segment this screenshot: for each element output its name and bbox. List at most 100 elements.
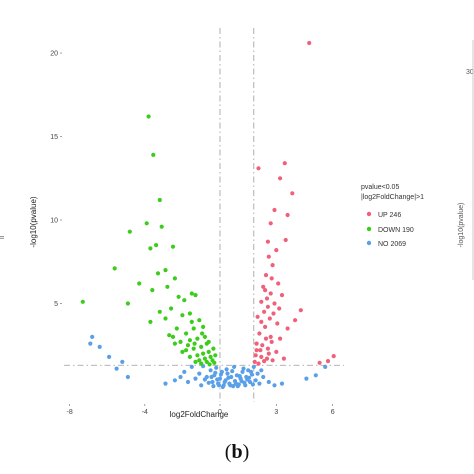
point-up: [290, 191, 295, 196]
point-no: [208, 368, 213, 373]
point-down: [187, 354, 192, 359]
point-down: [202, 334, 207, 339]
point-no: [272, 383, 277, 388]
point-no: [213, 370, 218, 375]
point-up: [262, 359, 267, 364]
x-tick-label: 0: [218, 409, 222, 416]
point-no: [215, 377, 220, 382]
point-down: [174, 326, 179, 331]
point-up: [285, 326, 290, 331]
point-down: [207, 362, 212, 367]
point-down: [189, 291, 194, 296]
point-down: [167, 333, 172, 338]
point-down: [206, 339, 211, 344]
point-down: [195, 336, 200, 341]
legend-marker-down: [366, 226, 372, 232]
point-down: [197, 358, 202, 363]
point-down: [182, 298, 187, 303]
point-down: [127, 229, 132, 234]
point-up: [258, 348, 263, 353]
point-no: [172, 378, 177, 383]
point-up: [269, 276, 274, 281]
point-up: [265, 346, 270, 351]
legend-title-line-2: |log2FoldChange|>1: [361, 194, 424, 201]
point-no: [222, 379, 227, 385]
point-up: [253, 353, 258, 358]
point-no: [209, 374, 214, 380]
point-no: [125, 374, 130, 380]
point-up: [256, 166, 261, 171]
point-up: [263, 288, 268, 293]
point-down: [125, 301, 130, 306]
point-up: [272, 207, 277, 213]
point-down: [155, 271, 161, 276]
x-tick-label: -8: [67, 409, 73, 416]
point-up: [259, 319, 264, 324]
point-up: [274, 349, 279, 354]
y-tick-label: 5: [54, 301, 58, 308]
point-no: [120, 359, 125, 364]
point-up: [285, 212, 290, 218]
point-down: [163, 268, 168, 273]
point-up: [263, 273, 269, 278]
point-up: [263, 336, 269, 341]
point-up: [257, 331, 262, 336]
legend: pvalue<0.05 |log2FoldChange|>1 UP 246 DO…: [361, 184, 424, 248]
point-no: [211, 384, 216, 389]
point-down: [202, 356, 207, 361]
point-no: [313, 373, 318, 378]
point-down: [180, 349, 185, 354]
point-up: [271, 311, 276, 316]
point-down: [184, 348, 189, 353]
point-down: [176, 294, 181, 299]
point-no: [220, 384, 225, 390]
point-no: [323, 364, 328, 369]
point-up: [255, 314, 260, 319]
x-tick-label: 3: [274, 409, 278, 416]
legend-label-up: UP 246: [378, 212, 401, 219]
point-no: [197, 371, 202, 376]
point-down: [163, 316, 168, 321]
panel-label-open-paren: (: [225, 441, 232, 463]
point-down: [204, 359, 209, 364]
point-up: [272, 301, 277, 306]
point-up: [259, 299, 264, 304]
point-no: [243, 383, 248, 388]
point-down: [148, 246, 153, 251]
point-down: [146, 114, 151, 119]
point-down: [154, 243, 159, 248]
point-up: [275, 321, 280, 326]
point-down: [199, 344, 204, 349]
point-up: [268, 221, 273, 226]
point-no: [163, 381, 168, 386]
point-up: [331, 354, 336, 359]
point-down: [192, 341, 197, 346]
point-down: [112, 266, 117, 271]
point-no: [185, 379, 191, 385]
point-no: [107, 354, 112, 359]
legend-marker-no: [366, 240, 372, 246]
y-tick-label: 15: [50, 134, 58, 141]
point-no: [253, 378, 258, 383]
point-up: [274, 248, 279, 253]
point-no: [248, 369, 254, 374]
point-no: [206, 380, 211, 385]
point-no: [97, 344, 102, 349]
point-down: [159, 224, 164, 229]
x-tick-label: 6: [331, 409, 335, 416]
point-no: [189, 364, 194, 369]
point-down: [187, 311, 192, 316]
point-up: [283, 237, 288, 243]
point-no: [178, 374, 183, 380]
point-down: [213, 353, 218, 358]
legend-marker-up: [366, 211, 372, 217]
point-down: [150, 288, 155, 293]
point-no: [228, 383, 233, 388]
point-down: [206, 349, 211, 354]
point-no: [235, 384, 240, 389]
point-no: [247, 375, 252, 380]
point-up: [266, 254, 271, 259]
point-up: [282, 161, 287, 166]
point-no: [239, 379, 244, 384]
point-down: [144, 221, 149, 226]
